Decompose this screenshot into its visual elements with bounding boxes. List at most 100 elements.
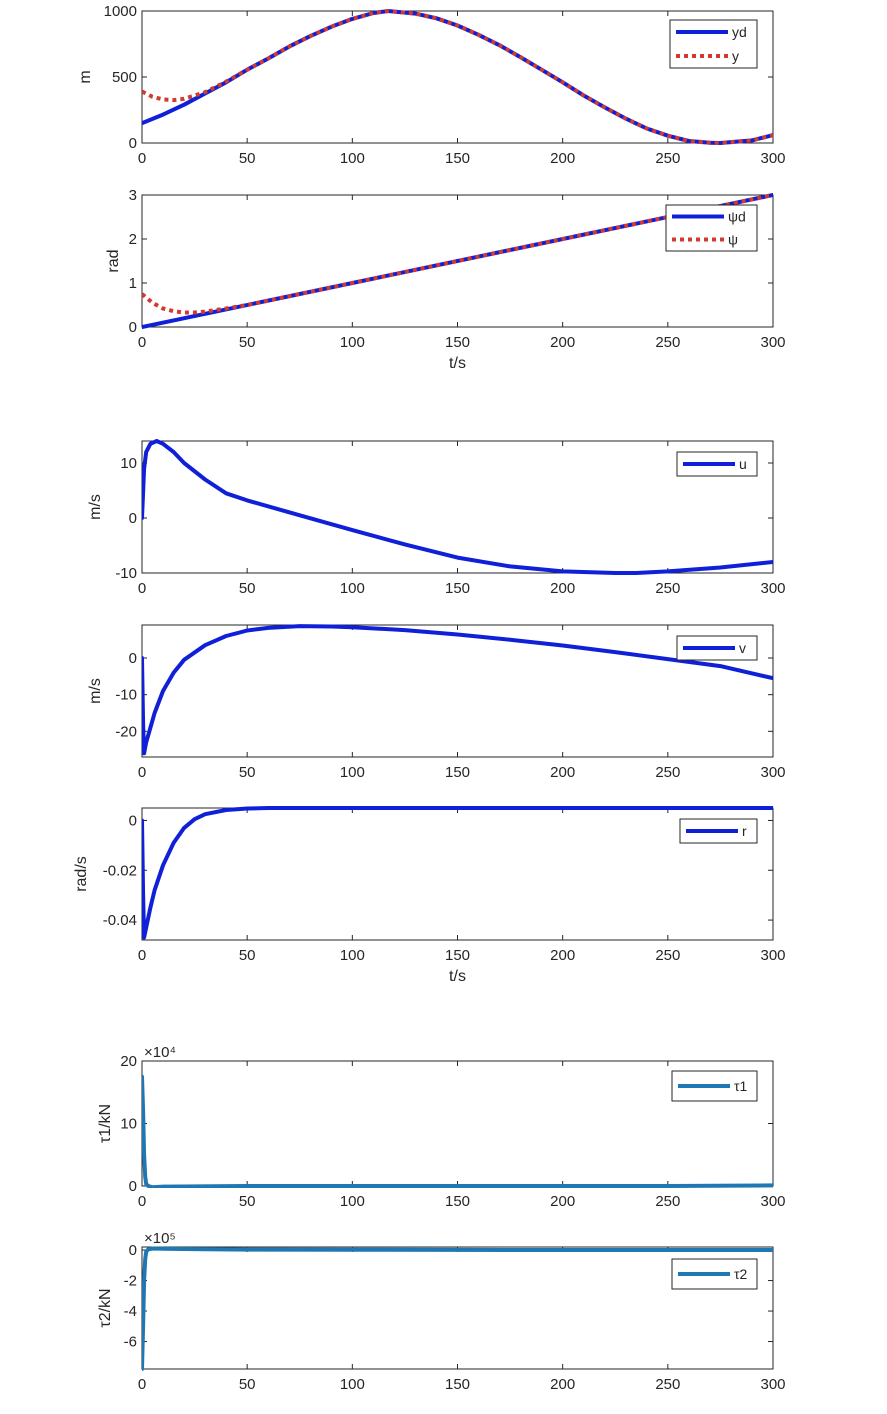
x-tick-label: 100 (340, 1193, 365, 1210)
x-tick-label: 300 (760, 580, 785, 597)
y-tick-label: -20 (115, 723, 137, 740)
subplot-7: 0 50 100 150 200 250 300 -6 -4 -2 0 ×10⁵ τ2/kN τ2 (97, 1230, 786, 1393)
axes-box (141, 1060, 774, 1187)
axes-box (141, 1246, 774, 1370)
x-tick-label: 0 (138, 1193, 146, 1210)
y-axis-label: τ2/kN (97, 1288, 114, 1327)
legend-label: ψ (728, 232, 738, 248)
x-tick-label: 300 (760, 334, 785, 351)
legend-box (669, 19, 758, 69)
x-tick-label: 0 (138, 947, 146, 964)
x-tick-label: 0 (138, 764, 146, 781)
y-tick-label: 500 (112, 69, 137, 86)
axis-exponent-label: ×10⁵ (144, 1230, 176, 1247)
legend: ψd ψ (665, 204, 758, 252)
x-tick-label: 300 (760, 764, 785, 781)
subplot-1: 0 50 100 150 200 250 300 0 500 1000 m yd y (77, 3, 786, 167)
subplot-4: 0 50 100 150 200 250 300 -20 -10 0 m/s v (87, 624, 786, 781)
x-tick-label: 250 (655, 947, 680, 964)
axes-box (141, 807, 774, 941)
subplot-2: 0 50 100 150 200 250 300 0 1 2 3 rad t/s ψd ψ (105, 187, 786, 372)
legend: r (679, 818, 758, 844)
legend-label: r (742, 823, 747, 839)
x-tick-label: 50 (239, 580, 256, 597)
y-axis-label: m/s (87, 678, 104, 704)
y-tick-label: 0 (129, 1178, 137, 1195)
x-tick-label: 150 (445, 580, 470, 597)
x-tick-label: 50 (239, 334, 256, 351)
y-tick-label: -10 (115, 687, 137, 704)
series-line-v (142, 624, 773, 756)
x-tick-label: 250 (655, 764, 680, 781)
x-axis-label: t/s (449, 355, 466, 372)
legend: yd y (669, 19, 758, 69)
y-tick-label: 0 (129, 319, 137, 336)
legend-label: yd (732, 24, 747, 40)
x-tick-label: 0 (138, 1376, 146, 1393)
y-tick-label: 0 (129, 135, 137, 152)
x-tick-label: 200 (550, 334, 575, 351)
y-tick-label: -2 (124, 1273, 137, 1290)
y-axis-label: m (77, 70, 94, 83)
x-tick-label: 200 (550, 1193, 575, 1210)
x-tick-label: 200 (550, 580, 575, 597)
legend-label: u (739, 456, 747, 472)
legend: v (676, 635, 758, 661)
legend-box (665, 204, 758, 252)
x-tick-label: 200 (550, 1376, 575, 1393)
x-tick-label: 250 (655, 580, 680, 597)
series-line-r (142, 806, 773, 940)
x-tick-label: 200 (550, 764, 575, 781)
x-tick-label: 0 (138, 150, 146, 167)
x-tick-label: 0 (138, 580, 146, 597)
y-axis-label: m/s (87, 494, 104, 520)
x-tick-label: 250 (655, 150, 680, 167)
x-tick-label: 150 (445, 150, 470, 167)
x-tick-label: 100 (340, 580, 365, 597)
y-tick-label: 10 (120, 1116, 137, 1133)
x-tick-label: 300 (760, 150, 785, 167)
y-tick-label: 1 (129, 275, 137, 292)
x-tick-label: 50 (239, 764, 256, 781)
y-axis-label: rad (105, 249, 122, 272)
x-tick-label: 150 (445, 1193, 470, 1210)
x-tick-label: 100 (340, 947, 365, 964)
y-tick-label: 3 (129, 187, 137, 204)
y-tick-label: -0.04 (103, 912, 137, 929)
x-tick-label: 50 (239, 947, 256, 964)
legend: u (676, 451, 758, 477)
y-tick-label: -10 (115, 565, 137, 582)
x-tick-label: 250 (655, 1193, 680, 1210)
legend: τ1 (671, 1070, 758, 1102)
legend-label: ψd (728, 209, 746, 225)
x-tick-label: 50 (239, 1376, 256, 1393)
x-tick-label: 150 (445, 947, 470, 964)
x-tick-label: 250 (655, 1376, 680, 1393)
x-tick-label: 150 (445, 1376, 470, 1393)
x-tick-label: 200 (550, 947, 575, 964)
axes-box (141, 624, 774, 758)
x-tick-label: 150 (445, 764, 470, 781)
series-line-u (142, 439, 773, 575)
x-tick-label: 250 (655, 334, 680, 351)
legend-label: v (739, 640, 746, 656)
y-tick-label: 1000 (104, 3, 137, 20)
y-tick-label: 0 (129, 650, 137, 667)
y-tick-label: -6 (124, 1334, 137, 1351)
subplot-5: 0 50 100 150 200 250 300 -0.04 -0.02 0 rad/s t/s r (73, 806, 786, 985)
x-tick-label: 50 (239, 1193, 256, 1210)
y-tick-label: 2 (129, 231, 137, 248)
y-tick-label: -0.02 (103, 862, 137, 879)
y-tick-label: 0 (129, 510, 137, 527)
x-tick-label: 100 (340, 150, 365, 167)
series-line-y (142, 9, 773, 145)
legend: τ2 (671, 1258, 758, 1290)
x-tick-label: 0 (138, 334, 146, 351)
subplot-6: 0 50 100 150 200 250 300 0 10 20 ×10⁴ τ1/kN τ1 (97, 1044, 786, 1210)
y-tick-label: 10 (120, 455, 137, 472)
x-tick-label: 300 (760, 1376, 785, 1393)
axes-box (141, 440, 774, 574)
legend-label: y (732, 48, 739, 64)
